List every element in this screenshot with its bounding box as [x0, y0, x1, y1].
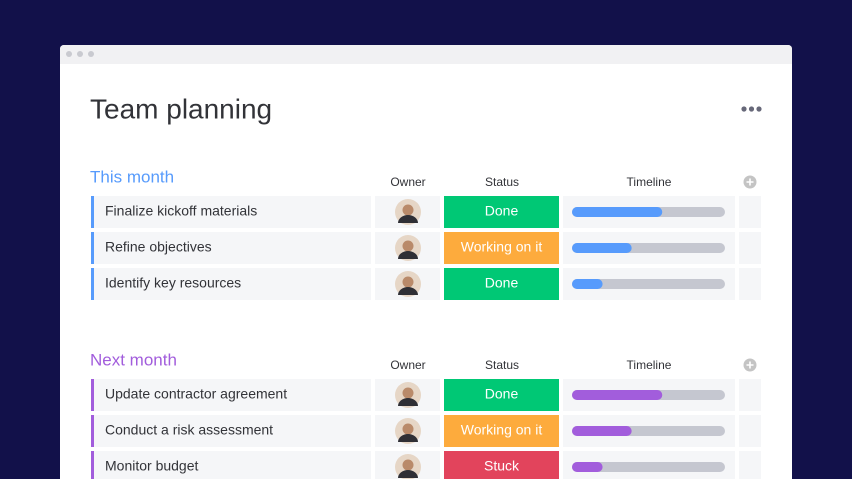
menu-dot	[741, 106, 747, 112]
status-cell[interactable]	[444, 379, 559, 411]
status-label: Stuck	[484, 458, 520, 474]
group-indicator	[91, 232, 94, 264]
add-column-plus	[746, 361, 754, 369]
avatar-head	[402, 204, 414, 216]
timeline-fill[interactable]	[572, 462, 603, 472]
group-indicator	[91, 415, 94, 447]
status-label: Done	[485, 203, 519, 219]
avatar-head	[402, 276, 414, 288]
window-dot	[88, 51, 94, 57]
board-title: Team planning	[90, 93, 272, 124]
add-column-plus	[746, 178, 754, 186]
avatar-body	[398, 215, 418, 223]
avatar-body	[398, 434, 418, 442]
avatar-head	[402, 459, 414, 471]
extra-cell	[739, 415, 761, 447]
task-name[interactable]: Finalize kickoff materials	[105, 203, 257, 219]
avatar-head	[402, 387, 414, 399]
task-cell[interactable]	[91, 451, 371, 479]
group-indicator	[91, 268, 94, 300]
task-name[interactable]: Update contractor agreement	[105, 386, 287, 402]
avatar-head	[402, 240, 414, 252]
status-cell[interactable]	[444, 196, 559, 228]
timeline-fill[interactable]	[572, 426, 632, 436]
group-indicator	[91, 451, 94, 479]
status-cell[interactable]	[444, 415, 559, 447]
window-dot	[77, 51, 83, 57]
window-dot	[66, 51, 72, 57]
group-indicator	[91, 379, 94, 411]
column-header: Owner	[390, 175, 425, 189]
group-indicator	[91, 196, 94, 228]
column-header: Status	[485, 358, 519, 372]
status-label: Working on it	[461, 239, 543, 255]
extra-cell	[739, 451, 761, 479]
extra-cell	[739, 196, 761, 228]
task-cell[interactable]	[91, 379, 371, 411]
timeline-fill[interactable]	[572, 243, 632, 253]
timeline-track	[572, 462, 725, 472]
task-cell[interactable]	[91, 232, 371, 264]
timeline-fill[interactable]	[572, 279, 603, 289]
task-cell[interactable]	[91, 268, 371, 300]
avatar-head	[402, 423, 414, 435]
status-label: Done	[485, 386, 519, 402]
column-header: Owner	[390, 358, 425, 372]
avatar-body	[398, 251, 418, 259]
task-name[interactable]: Monitor budget	[105, 458, 199, 474]
status-cell[interactable]	[444, 268, 559, 300]
column-header: Status	[485, 175, 519, 189]
menu-dot	[756, 106, 762, 112]
column-header: Timeline	[627, 358, 672, 372]
menu[interactable]	[741, 106, 762, 112]
task-cell[interactable]	[91, 196, 371, 228]
status-cell[interactable]	[444, 232, 559, 264]
status-label: Working on it	[461, 422, 543, 438]
avatar-body	[398, 398, 418, 406]
timeline-fill[interactable]	[572, 207, 663, 217]
window-bar	[60, 45, 792, 64]
group-title[interactable]: This month	[90, 167, 174, 186]
status-cell[interactable]	[444, 451, 559, 479]
avatar-body	[398, 287, 418, 295]
task-cell[interactable]	[91, 415, 371, 447]
timeline-fill[interactable]	[572, 390, 663, 400]
task-name[interactable]: Identify key resources	[105, 275, 241, 291]
column-header: Timeline	[627, 175, 672, 189]
group-title[interactable]: Next month	[90, 350, 177, 369]
task-name[interactable]: Refine objectives	[105, 239, 212, 255]
menu-dot	[748, 106, 755, 112]
extra-cell	[739, 232, 761, 264]
task-name[interactable]: Conduct a risk assessment	[105, 422, 273, 438]
status-label: Done	[485, 275, 519, 291]
avatar-body	[398, 470, 418, 478]
timeline-track	[572, 279, 725, 289]
extra-cell	[739, 268, 761, 300]
extra-cell	[739, 379, 761, 411]
